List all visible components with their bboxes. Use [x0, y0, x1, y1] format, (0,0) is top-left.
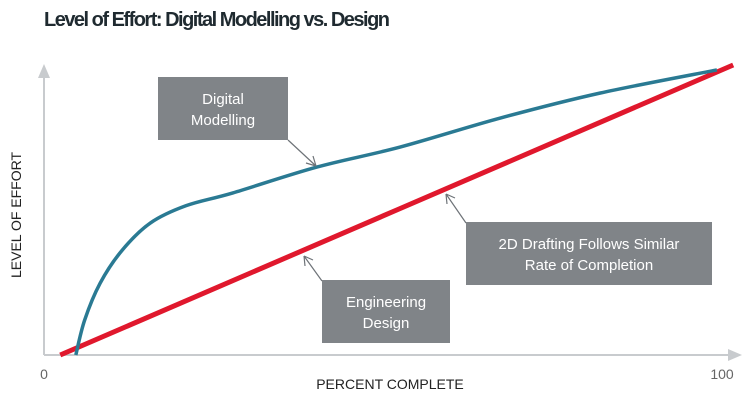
annotation-line: Engineering [346, 294, 426, 311]
annotation-line: Modelling [191, 112, 255, 129]
series-line-engineering-design [59, 62, 735, 358]
x-axis-label: PERCENT COMPLETE [316, 376, 464, 392]
y-axis-label: LEVEL OF EFFORT [8, 152, 24, 278]
annotation-drafting: 2D Drafting Follows Similar Rate of Comp… [466, 222, 712, 285]
x-tick-100: 100 [710, 366, 734, 382]
drafting-arrow-icon [445, 193, 467, 224]
series-layer [59, 62, 735, 358]
digital-arrow-icon [287, 139, 317, 167]
annotation-line: Rate of Completion [525, 257, 653, 274]
annotation-engineering: Engineering Design [322, 280, 450, 343]
chart-title: Level of Effort: Digital Modelling vs. D… [44, 9, 390, 31]
engineering-arrow-icon [303, 255, 323, 282]
series-line-digital-modelling [74, 68, 718, 356]
annotation-digital: Digital Modelling [158, 77, 288, 140]
y-axis-arrow-icon [38, 64, 50, 78]
annotation-line: 2D Drafting Follows Similar [499, 236, 680, 253]
x-axis-arrow-icon [728, 349, 742, 361]
annotation-box [322, 280, 450, 343]
annotation-box [466, 222, 712, 285]
annotation-line: Design [363, 315, 410, 332]
x-tick-0: 0 [40, 366, 48, 382]
axes [38, 64, 742, 361]
annotation-line: Digital [202, 91, 244, 108]
annotation-box [158, 77, 288, 140]
